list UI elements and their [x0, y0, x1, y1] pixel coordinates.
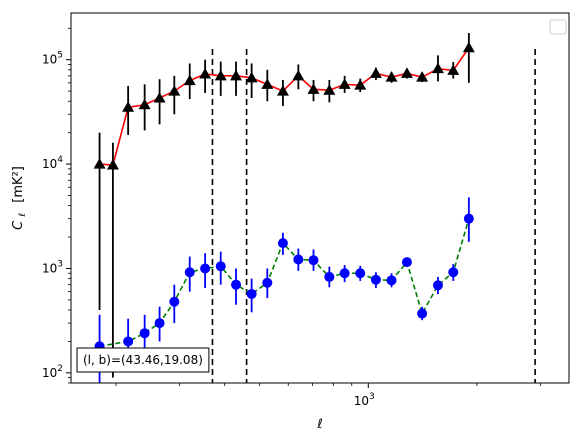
- y-tick-exp-3: 5: [57, 51, 63, 61]
- y-axis-subscript: ℓ: [18, 213, 28, 218]
- y-tick-base-3: 10: [42, 53, 57, 67]
- data-point-1-15: [340, 268, 350, 278]
- y-tick-exp-1: 3: [57, 259, 63, 269]
- y-axis-symbol: C: [11, 220, 26, 230]
- data-point-1-23: [464, 214, 474, 224]
- data-point-1-12: [293, 254, 303, 264]
- y-axis-label: C ℓ [mK²]: [11, 166, 29, 230]
- data-point-1-16: [355, 268, 365, 278]
- y-tick-label-1: 103: [42, 259, 63, 275]
- annotation-text: (l, b)=(43.46,19.08): [83, 353, 203, 367]
- data-point-0-18: [370, 67, 382, 78]
- data-point-0-7: [199, 68, 211, 79]
- y-tick-label-0: 102: [42, 364, 63, 380]
- y-tick-label-2: 104: [42, 155, 63, 171]
- data-point-1-4: [169, 297, 179, 307]
- data-point-1-17: [371, 275, 381, 285]
- data-point-0-0: [94, 158, 106, 169]
- series-0: [94, 33, 475, 378]
- y-tick-label-3: 105: [42, 51, 63, 67]
- y-tick-base-0: 10: [42, 366, 57, 380]
- data-point-0-6: [184, 75, 196, 86]
- y-tick-exp-2: 4: [57, 155, 63, 165]
- data-point-1-5: [185, 267, 195, 277]
- data-point-0-24: [463, 42, 475, 53]
- data-point-1-21: [433, 280, 443, 290]
- data-point-0-3: [139, 99, 151, 110]
- data-point-0-5: [168, 85, 180, 96]
- data-point-0-20: [401, 67, 413, 78]
- y-tick-base-2: 10: [42, 157, 57, 171]
- data-point-1-11: [278, 238, 288, 248]
- data-point-0-4: [154, 92, 166, 103]
- data-point-1-3: [155, 318, 165, 328]
- x-tick-exp-0: 3: [369, 392, 375, 402]
- data-point-0-22: [432, 63, 444, 73]
- data-point-1-9: [247, 289, 257, 299]
- data-point-1-19: [402, 257, 412, 267]
- data-point-1-14: [324, 272, 334, 282]
- x-axis-label: ℓ: [316, 417, 322, 432]
- y-tick-base-1: 10: [42, 261, 57, 275]
- plot-frame: [71, 13, 569, 383]
- data-point-0-16: [339, 78, 351, 89]
- data-point-1-20: [417, 309, 427, 319]
- data-point-1-18: [387, 275, 397, 285]
- coordinate-annotation: (l, b)=(43.46,19.08): [77, 348, 209, 372]
- series-0-line: [100, 48, 469, 165]
- x-tick-label-0: 103: [354, 392, 375, 408]
- data-point-1-1: [123, 336, 133, 346]
- data-point-1-8: [231, 280, 241, 290]
- legend-frame: [550, 20, 566, 34]
- data-point-0-11: [261, 78, 273, 89]
- series-1-line: [100, 219, 469, 347]
- y-tick-exp-0: 2: [57, 364, 63, 374]
- data-point-1-2: [140, 328, 150, 338]
- data-point-1-6: [200, 263, 210, 273]
- legend-box: [550, 20, 566, 34]
- x-tick-base-0: 10: [354, 394, 369, 408]
- data-point-1-13: [309, 255, 319, 265]
- data-point-1-7: [216, 261, 226, 271]
- chart-marks: [94, 33, 536, 383]
- data-point-0-13: [292, 70, 304, 81]
- data-point-1-10: [262, 278, 272, 288]
- data-point-1-22: [448, 267, 458, 277]
- y-axis-unit: [mK²]: [11, 166, 26, 203]
